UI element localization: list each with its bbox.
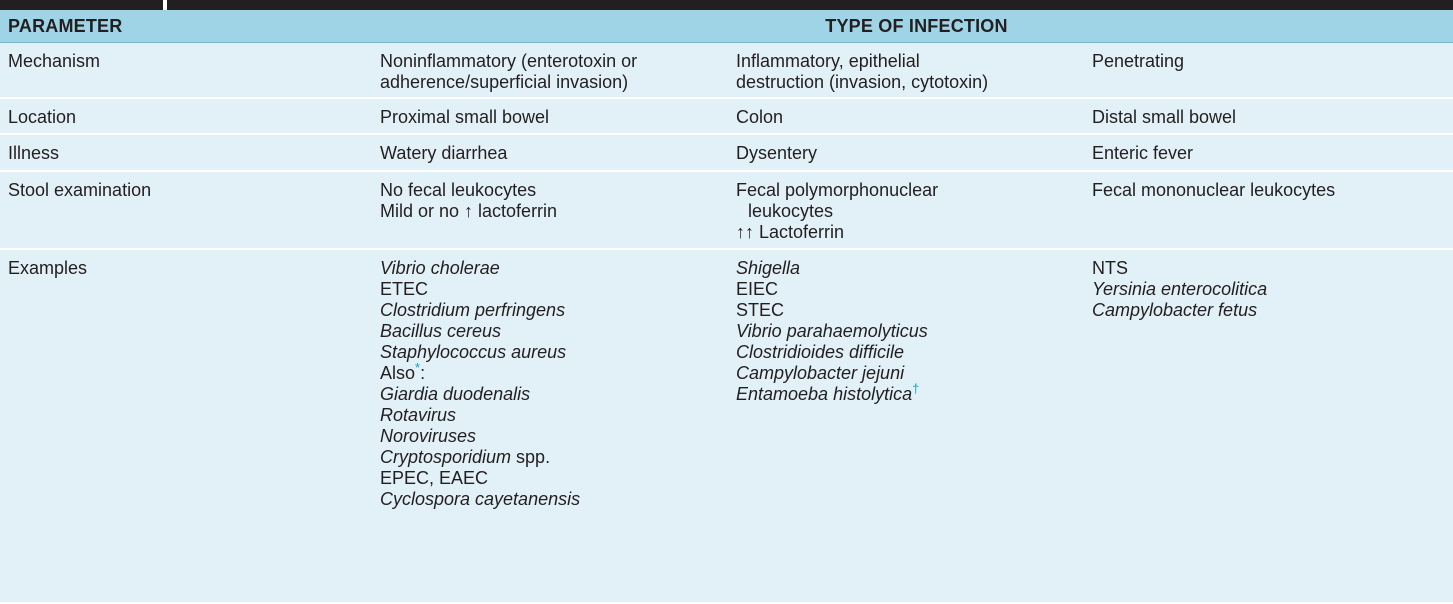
row-label: Stool examination: [8, 180, 152, 200]
table-row-location: Location Proximal small bowel Colon Dist…: [0, 99, 1453, 135]
organism: Giardia duodenalis: [380, 384, 531, 404]
cell-inflammatory: Inflammatory, epithelial destruction (in…: [736, 51, 989, 92]
row-label: Illness: [8, 143, 60, 163]
cell-noninflammatory: Noninflammatory (enterotoxin or adherenc…: [380, 51, 638, 92]
row-label: Examples: [8, 258, 88, 278]
organism: Cryptosporidium spp.: [380, 447, 551, 467]
organism: Staphylococcus aureus: [380, 342, 567, 362]
cell-noninflammatory: Watery diarrhea: [380, 143, 508, 163]
cell-inflammatory: Fecal polymorphonuclear leukocytes ↑↑ La…: [736, 180, 939, 242]
organism: EIEC: [736, 279, 779, 299]
organism: Yersinia enterocolitica: [1092, 279, 1268, 299]
cell-inflammatory: Colon: [736, 107, 784, 127]
table-row-examples: Examples Vibrio cholerae ETEC Clostridiu…: [0, 250, 1453, 604]
organism: ETEC: [380, 279, 429, 299]
cell-penetrating: Fecal mononuclear leukocytes: [1092, 180, 1336, 200]
asterisk-footnote-mark: *: [415, 360, 421, 375]
organism: Clostridioides difficile: [736, 342, 905, 362]
table-row-stool-examination: Stool examination No fecal leukocytes Mi…: [0, 172, 1453, 250]
cell-penetrating: Distal small bowel: [1092, 107, 1237, 127]
organism: Entamoeba histolytica†: [736, 381, 920, 404]
header-type-of-infection: TYPE OF INFECTION: [825, 16, 1008, 36]
organism: Cyclospora cayetanensis: [380, 489, 581, 509]
top-rule-notch: [163, 0, 167, 10]
cell-noninflammatory: Proximal small bowel: [380, 107, 550, 127]
organism: Campylobacter jejuni: [736, 363, 905, 383]
cell-penetrating: Enteric fever: [1092, 143, 1194, 163]
organism: EPEC, EAEC: [380, 468, 489, 488]
organism: Rotavirus: [380, 405, 457, 425]
cell-inflammatory: Shigella EIEC STEC Vibrio parahaemolytic…: [736, 258, 1066, 405]
organism: Clostridium perfringens: [380, 300, 566, 320]
organism: STEC: [736, 300, 785, 320]
cell-inflammatory: Dysentery: [736, 143, 818, 163]
dagger-footnote-mark: †: [912, 381, 920, 396]
cell-penetrating: Penetrating: [1092, 51, 1185, 71]
organism: Bacillus cereus: [380, 321, 502, 341]
organism: Noroviruses: [380, 426, 477, 446]
cell-noninflammatory: Vibrio cholerae ETEC Clostridium perfrin…: [380, 258, 710, 510]
table-row-mechanism: Mechanism Noninflammatory (enterotoxin o…: [0, 43, 1453, 99]
table-row-illness: Illness Watery diarrhea Dysentery Enteri…: [0, 135, 1453, 172]
cell-penetrating: NTS Yersinia enterocolitica Campylobacte…: [1092, 258, 1442, 321]
organism: NTS: [1092, 258, 1128, 278]
organism: Vibrio cholerae: [380, 258, 500, 278]
cell-noninflammatory: No fecal leukocytes Mild or no ↑ lactofe…: [380, 180, 558, 221]
organism: Campylobacter fetus: [1092, 300, 1258, 320]
also-note: Also*:: [380, 360, 426, 383]
organism: Shigella: [736, 258, 801, 278]
row-label: Location: [8, 107, 77, 127]
top-rule: [0, 0, 1453, 10]
row-label: Mechanism: [8, 51, 101, 71]
organism: Vibrio parahaemolyticus: [736, 321, 928, 341]
header-parameter: PARAMETER: [8, 16, 123, 36]
table-header: PARAMETER TYPE OF INFECTION: [0, 10, 1453, 43]
